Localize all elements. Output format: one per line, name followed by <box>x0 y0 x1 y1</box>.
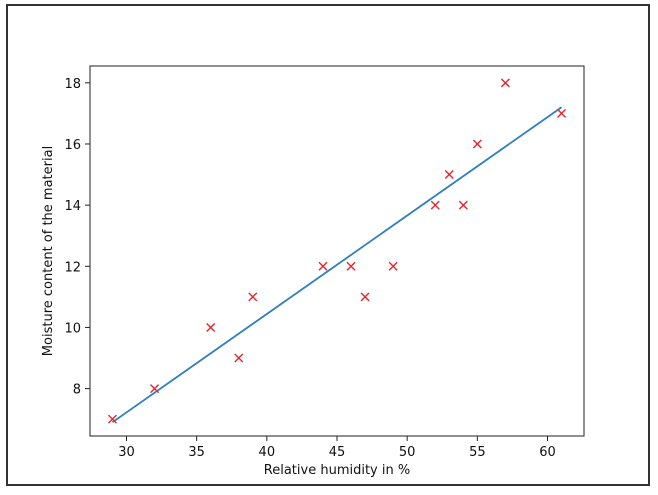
x-tick-label: 35 <box>188 445 205 460</box>
data-point <box>248 292 258 302</box>
plot-area <box>89 65 585 437</box>
data-point <box>234 353 244 363</box>
data-point <box>360 292 370 302</box>
data-points <box>107 78 567 424</box>
data-point <box>107 414 117 424</box>
data-point <box>458 200 468 210</box>
axes <box>89 65 585 437</box>
data-point <box>150 384 160 394</box>
data-point <box>318 261 328 271</box>
y-tick-label: 14 <box>64 199 81 214</box>
x-axis-label: Relative humidity in % <box>264 463 410 478</box>
data-point <box>430 200 440 210</box>
x-tick-label: 45 <box>329 445 346 460</box>
x-tick-label: 55 <box>469 445 486 460</box>
x-tick-label: 50 <box>399 445 416 460</box>
figure-frame <box>6 4 650 486</box>
data-point <box>388 261 398 271</box>
y-tick-label: 10 <box>64 321 81 336</box>
data-point <box>557 108 567 118</box>
data-point <box>206 322 216 332</box>
data-point <box>444 170 454 180</box>
data-point <box>500 78 510 88</box>
x-ticks: 30 35 40 45 50 55 60 <box>118 436 556 460</box>
data-point <box>472 139 482 149</box>
y-tick-label: 8 <box>73 383 81 398</box>
y-tick-label: 12 <box>64 260 81 275</box>
y-ticks: 8 10 12 14 16 18 <box>64 77 90 398</box>
x-tick-label: 30 <box>118 445 135 460</box>
data-point <box>346 261 356 271</box>
x-tick-label: 60 <box>539 445 556 460</box>
y-tick-label: 18 <box>64 77 81 92</box>
y-tick-label: 16 <box>64 138 81 153</box>
x-tick-label: 40 <box>259 445 276 460</box>
y-axis-label: Moisture content of the material <box>41 146 56 356</box>
regression-line <box>111 106 563 423</box>
fit-line-group <box>111 106 563 423</box>
